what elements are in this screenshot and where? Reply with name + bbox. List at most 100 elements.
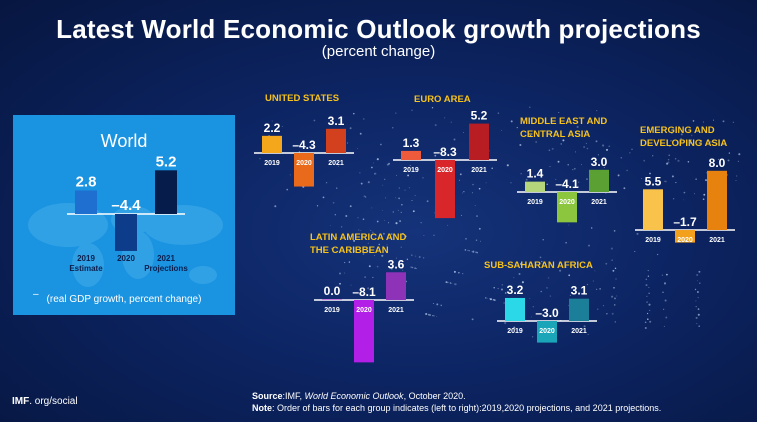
map-dot bbox=[703, 193, 706, 196]
map-dot bbox=[365, 196, 367, 198]
value-label-world-2020: –4.4 bbox=[111, 197, 141, 214]
category-label-united-states-2021: 2021 bbox=[328, 160, 344, 167]
map-dot bbox=[697, 280, 698, 282]
map-dot bbox=[367, 242, 369, 244]
bar-emerging-and-developing-asia-2019 bbox=[643, 189, 663, 230]
bar-united-states-2020 bbox=[294, 153, 314, 187]
value-label-euro-area-2020: –8.3 bbox=[433, 145, 457, 159]
map-dot bbox=[349, 205, 352, 208]
map-dot bbox=[458, 272, 460, 274]
map-dot bbox=[408, 187, 410, 189]
source-publication: World Economic Outlook bbox=[304, 391, 404, 401]
map-dot bbox=[412, 210, 415, 213]
map-dot bbox=[663, 180, 665, 182]
map-dot bbox=[411, 254, 413, 256]
map-dot bbox=[666, 273, 668, 276]
bar-world-2020 bbox=[115, 214, 137, 251]
map-dot bbox=[271, 120, 273, 122]
map-dot bbox=[535, 141, 537, 143]
map-dot bbox=[325, 182, 328, 184]
map-dot bbox=[348, 251, 351, 253]
map-dot bbox=[577, 185, 579, 187]
map-dot bbox=[493, 286, 495, 289]
map-dot bbox=[583, 130, 585, 132]
page-title: Latest World Economic Outlook growth pro… bbox=[56, 14, 701, 44]
map-dot bbox=[695, 316, 698, 319]
map-dot bbox=[418, 256, 421, 258]
chart-group-5: LATIN AMERICA AND THE CARIBBEAN 0.0 2019 –8.… bbox=[310, 232, 414, 363]
map-dot bbox=[382, 184, 384, 186]
map-dot bbox=[399, 220, 402, 223]
map-dot bbox=[644, 321, 647, 324]
map-dot bbox=[494, 299, 496, 301]
map-dot bbox=[702, 198, 705, 201]
map-dot bbox=[699, 139, 703, 143]
map-dot bbox=[581, 164, 582, 166]
map-dot bbox=[595, 140, 598, 143]
map-dot bbox=[422, 257, 425, 259]
map-dot bbox=[547, 277, 550, 279]
map-dot bbox=[668, 154, 670, 156]
map-dot bbox=[694, 288, 697, 291]
map-dot bbox=[605, 262, 608, 265]
map-dot bbox=[542, 239, 544, 241]
map-dot bbox=[422, 177, 424, 179]
map-dot bbox=[395, 112, 397, 114]
map-dot bbox=[358, 229, 360, 231]
chart-group-1: UNITED STATES 2.2 2019 –4.3 2020 3.1 2021 bbox=[254, 93, 354, 187]
value-label-latin-america-and-the-caribbean-2021: 3.6 bbox=[388, 257, 405, 271]
map-dot bbox=[513, 277, 515, 279]
map-dot bbox=[675, 182, 677, 184]
bar-middle-east-and-central-asia-2020 bbox=[557, 192, 577, 223]
map-dot bbox=[461, 192, 463, 194]
bar-sub-saharan-africa-2020 bbox=[537, 321, 557, 343]
map-dot bbox=[504, 292, 507, 294]
map-dot bbox=[400, 246, 402, 248]
map-dot bbox=[647, 270, 649, 272]
map-dot bbox=[568, 304, 570, 306]
map-dot bbox=[737, 160, 740, 163]
map-dot bbox=[712, 119, 715, 121]
map-dot bbox=[397, 209, 399, 211]
category-sublabel-world-2021: Projections bbox=[144, 264, 188, 273]
map-dot bbox=[617, 174, 620, 177]
bar-middle-east-and-central-asia-2019 bbox=[525, 181, 545, 192]
category-label-euro-area-2019: 2019 bbox=[403, 167, 419, 174]
map-dot bbox=[671, 175, 674, 178]
map-dot bbox=[401, 204, 403, 206]
map-dot bbox=[656, 253, 659, 256]
world-note: (real GDP growth, percent change) bbox=[46, 294, 202, 305]
bar-sub-saharan-africa-2021 bbox=[569, 298, 589, 321]
category-label-euro-area-2020: 2020 bbox=[437, 167, 453, 174]
category-label-world-2020: 2020 bbox=[117, 254, 135, 263]
map-dot bbox=[662, 291, 664, 293]
map-dot bbox=[359, 132, 362, 135]
bar-euro-area-2021 bbox=[469, 123, 489, 160]
map-dot bbox=[371, 207, 373, 209]
map-dot bbox=[596, 308, 599, 310]
map-dot bbox=[648, 303, 651, 306]
map-dot bbox=[471, 192, 473, 194]
category-label-united-states-2019: 2019 bbox=[264, 160, 280, 167]
map-dot bbox=[614, 297, 616, 300]
map-dot bbox=[404, 189, 406, 191]
map-dot bbox=[575, 290, 577, 293]
value-label-world-2019: 2.8 bbox=[76, 173, 97, 190]
chart-title-middle-east-and-central-asia: MIDDLE EAST AND CENTRAL ASIA bbox=[520, 116, 607, 140]
map-dot bbox=[649, 309, 651, 311]
map-dot bbox=[702, 121, 704, 123]
map-dot bbox=[360, 182, 363, 185]
map-dot bbox=[298, 151, 301, 153]
map-dot bbox=[478, 227, 481, 230]
map-dot bbox=[492, 298, 495, 301]
map-dot bbox=[344, 262, 346, 264]
map-dot bbox=[667, 161, 670, 164]
map-dot bbox=[587, 334, 589, 335]
map-dot bbox=[695, 178, 697, 180]
map-dot bbox=[568, 274, 571, 277]
map-dot bbox=[562, 139, 565, 142]
map-dot bbox=[606, 313, 608, 315]
map-dot bbox=[506, 164, 509, 167]
map-dot bbox=[610, 247, 613, 250]
map-dot bbox=[671, 132, 673, 134]
